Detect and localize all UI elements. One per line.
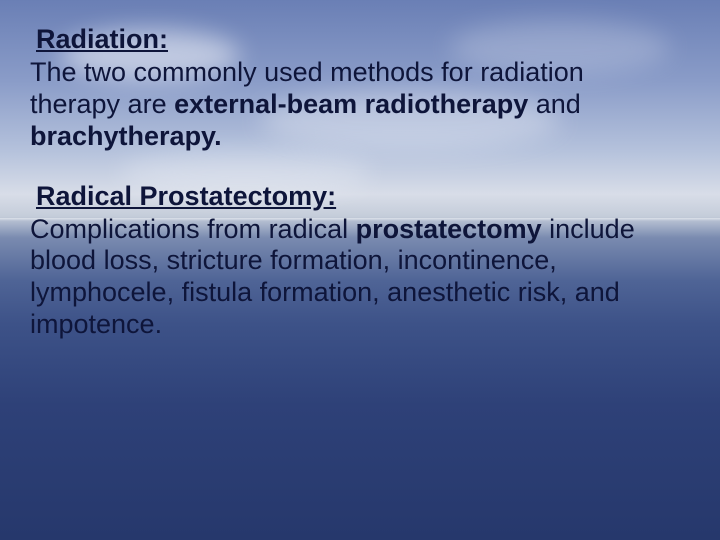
section-heading-prostatectomy: Radical Prostatectomy:: [36, 181, 690, 212]
text-run: and: [528, 89, 581, 119]
slide-content: Radiation: The two commonly used methods…: [30, 24, 690, 369]
section-body-radiation: The two commonly used methods for radiat…: [30, 57, 670, 153]
text-run: Complications from radical: [30, 214, 356, 244]
text-bold: prostatectomy: [356, 214, 542, 244]
section-body-prostatectomy: Complications from radical prostatectomy…: [30, 214, 670, 341]
section-heading-radiation: Radiation:: [36, 24, 690, 55]
text-bold: external-beam radiotherapy: [174, 89, 528, 119]
text-bold: brachytherapy.: [30, 121, 222, 151]
